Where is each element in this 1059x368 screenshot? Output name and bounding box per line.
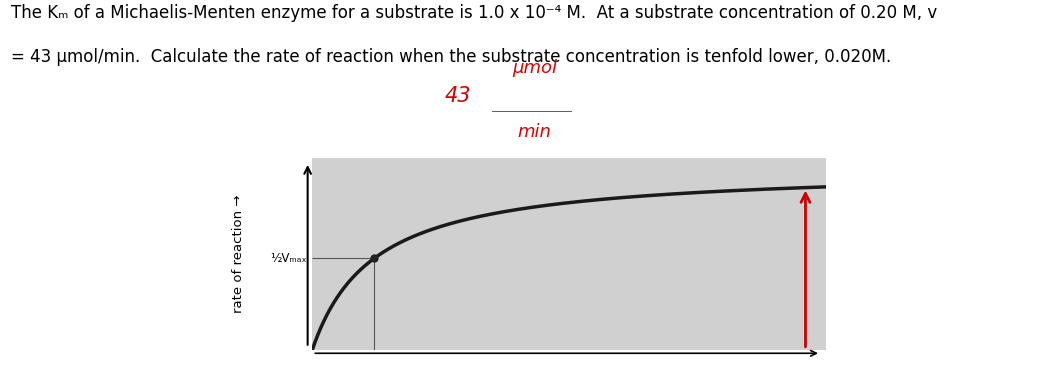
Text: = 43 μmol/min.  Calculate the rate of reaction when the substrate concentration : = 43 μmol/min. Calculate the rate of rea…: [11, 48, 891, 66]
Text: μmol: μmol: [513, 59, 557, 77]
Text: ½Vₘₐₓ: ½Vₘₐₓ: [271, 252, 307, 265]
Text: rate of reaction →: rate of reaction →: [232, 195, 245, 313]
Text: min: min: [518, 123, 552, 141]
Text: 43: 43: [445, 86, 471, 106]
Text: The Kₘ of a Michaelis-Menten enzyme for a substrate is 1.0 x 10⁻⁴ M.  At a subst: The Kₘ of a Michaelis-Menten enzyme for …: [11, 4, 937, 22]
